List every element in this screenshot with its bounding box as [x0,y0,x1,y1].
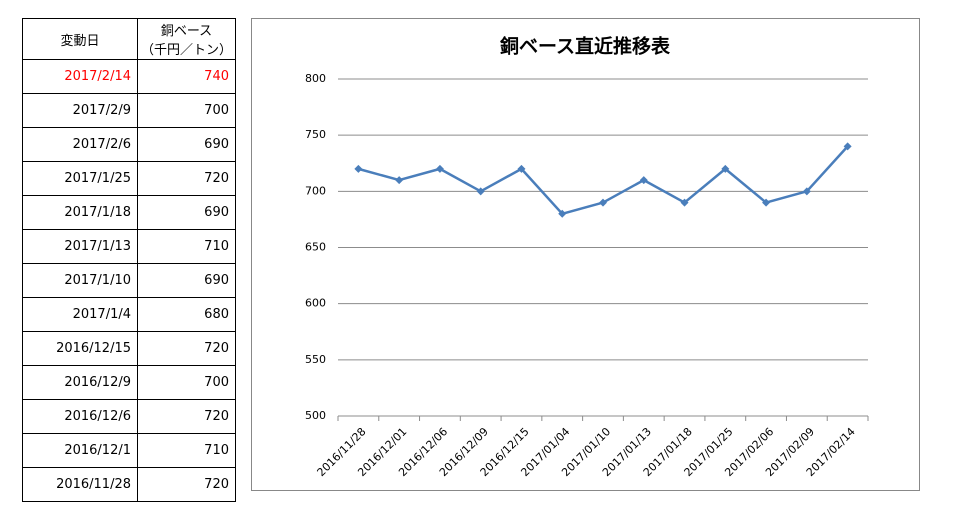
data-point [558,209,567,218]
data-point [843,142,852,151]
y-tick-label: 550 [305,353,326,366]
price-table: 変動日 銅ベース （千円／トン） 2017/2/14 740 2017/2/9 700 2… [22,18,236,502]
data-point [680,198,689,207]
date-cell: 2017/2/9 [22,93,138,128]
date-cell: 2016/12/15 [22,331,138,366]
date-cell: 2017/2/6 [22,127,138,162]
header-text: 銅ベース [160,24,213,39]
data-point [639,176,648,185]
table-row: 2017/1/10 690 [22,263,236,298]
table-row: 2016/11/28 720 [22,467,236,502]
y-tick-label: 650 [305,241,326,254]
table-row: 2017/2/6 690 [22,127,236,162]
y-tick-label: 500 [305,409,326,422]
date-cell: 2016/12/1 [22,433,138,468]
data-point [395,176,404,185]
table-row: 2016/12/15 720 [22,331,236,366]
price-cell: 710 [137,229,236,264]
y-tick-label: 700 [305,184,326,197]
data-point [354,164,363,173]
y-tick-label: 800 [305,72,326,85]
price-cell: 740 [137,59,236,94]
y-tick-label: 750 [305,128,326,141]
date-cell: 2017/1/18 [22,195,138,230]
data-point [517,164,526,173]
data-point [721,164,730,173]
price-cell: 700 [137,365,236,400]
chart-frame [251,18,920,491]
header-text: 変動日 [60,33,100,49]
data-point [762,198,771,207]
data-point [476,187,485,196]
table-row: 2016/12/6 720 [22,399,236,434]
date-cell: 2016/11/28 [22,467,138,502]
table-row: 2017/2/9 700 [22,93,236,128]
price-cell: 690 [137,127,236,162]
header-date: 変動日 [22,18,138,60]
y-tick-label: 600 [305,297,326,310]
data-point [599,198,607,207]
data-point [802,187,811,196]
header-price: 銅ベース （千円／トン） [137,18,236,60]
price-cell: 720 [137,331,236,366]
data-point [435,164,444,173]
header-unit: （千円／トン） [140,43,232,58]
date-cell: 2017/1/4 [22,297,138,332]
table-row: 2017/2/14 740 [22,59,236,94]
price-cell: 720 [137,467,236,502]
price-cell: 690 [137,263,236,298]
price-cell: 720 [137,161,236,196]
chart-title: 銅ベース直近推移表 [500,35,671,58]
price-cell: 690 [137,195,236,230]
date-cell: 2017/2/14 [22,59,138,94]
table-row: 2017/1/18 690 [22,195,236,230]
